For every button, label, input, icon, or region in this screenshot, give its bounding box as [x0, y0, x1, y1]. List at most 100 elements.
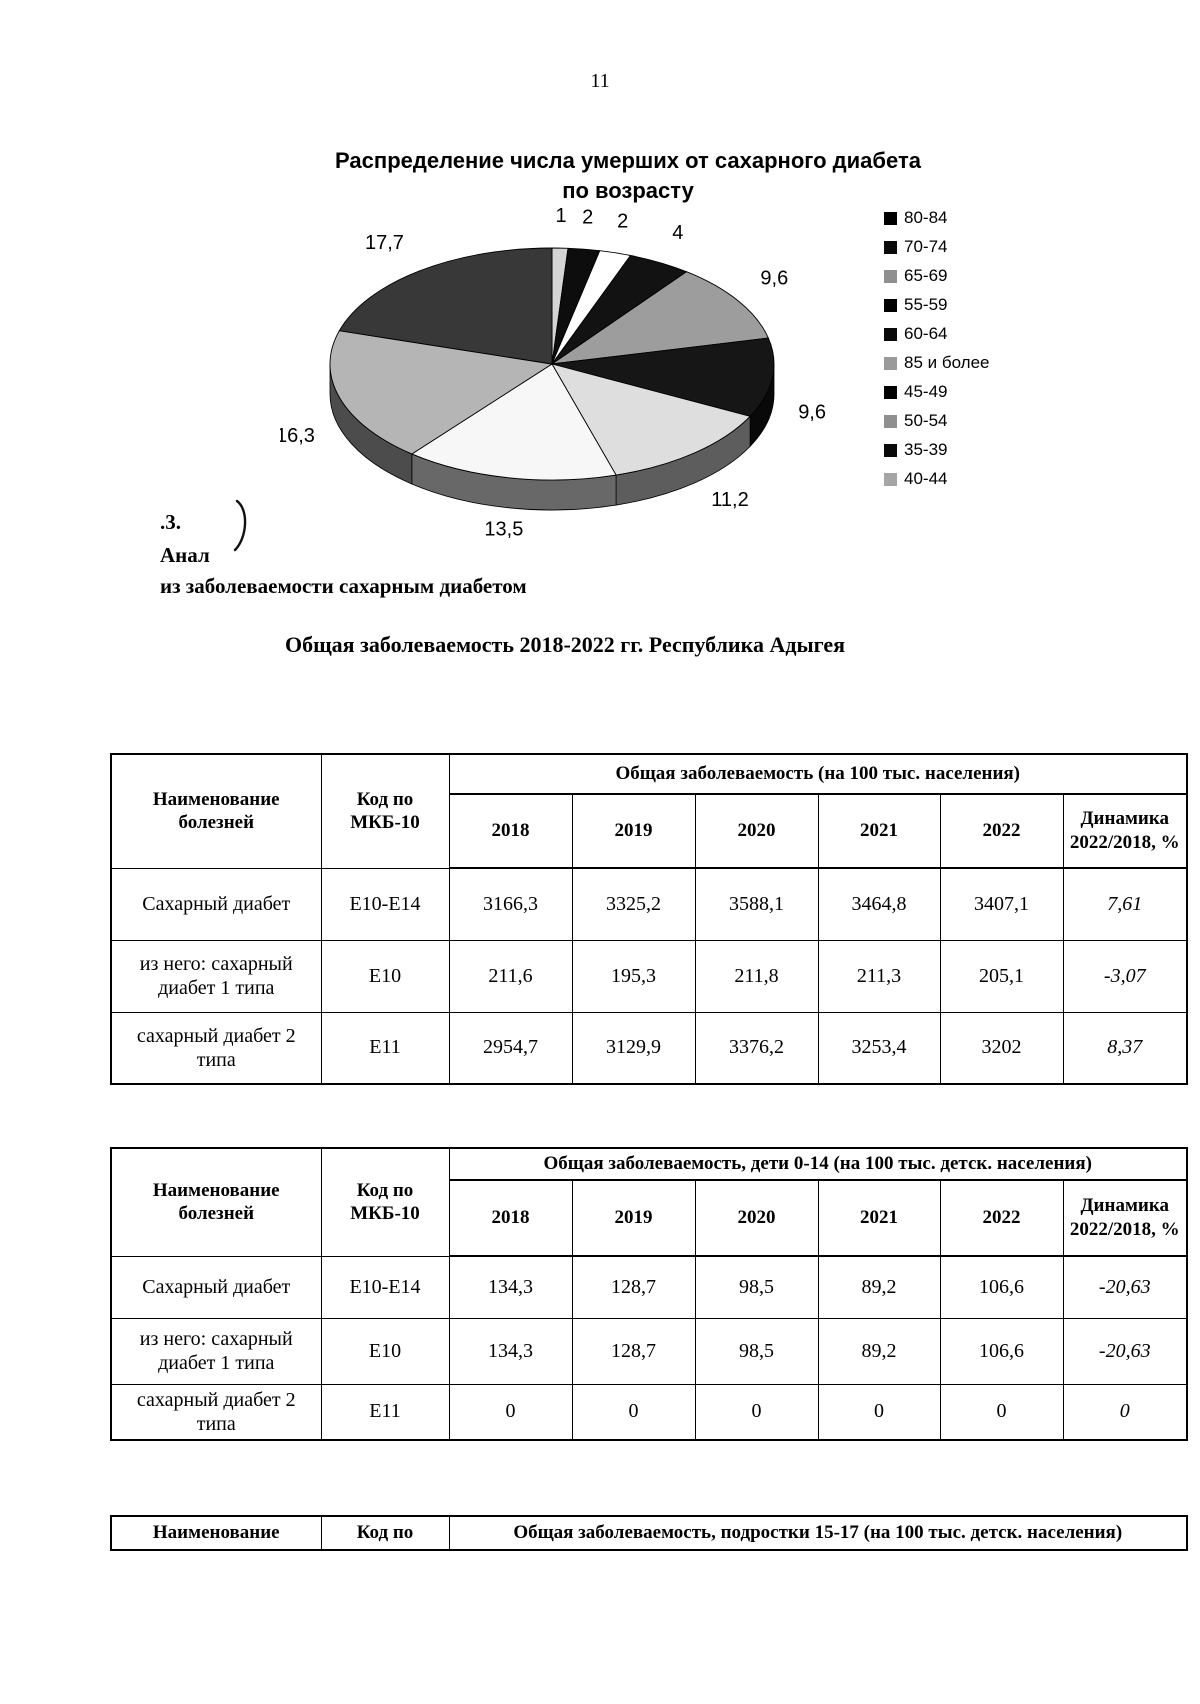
- chart-title: Распределение числа умерших от сахарного…: [335, 148, 921, 173]
- legend-swatch-icon: [884, 269, 897, 283]
- cell-value: 89,2: [817, 1255, 941, 1319]
- cell-value: 128,7: [571, 1317, 696, 1385]
- cell-disease-name: сахарный диабет 2 типа: [110, 1011, 322, 1085]
- cell-value: 211,3: [817, 939, 941, 1013]
- legend-item: 85 и более: [884, 353, 990, 373]
- legend-label: 40-44: [904, 469, 948, 488]
- chart-legend: 80-84 70-74 65-69 55-59 60-64 85 и более 45-49…: [884, 208, 990, 498]
- cell-value: 3407,1: [939, 867, 1064, 941]
- chart-title-block: Распределение числа умерших от сахарного…: [98, 146, 1158, 205]
- legend-item: 65-69: [884, 266, 990, 286]
- section-number: .3.: [160, 510, 181, 534]
- pie-chart: 1 2 249,69,611,213,516,317,7: [276, 205, 826, 540]
- cell-value: 0: [448, 1383, 573, 1441]
- pie-slice: [551, 271, 770, 365]
- section-heading: .3. Анал из заболеваемости сахарным диаб…: [160, 512, 527, 597]
- cell-dynamics: 0: [1062, 1383, 1188, 1441]
- legend-label: 85 и более: [904, 353, 990, 372]
- col-header-name: Наименование: [110, 1515, 322, 1551]
- legend-label: 35-39: [904, 440, 948, 459]
- cell-value: 3376,2: [694, 1011, 819, 1085]
- legend-swatch-icon: [884, 385, 897, 399]
- pie-slice: [551, 337, 775, 417]
- group-header: Общая заболеваемость, подростки 15-17 (н…: [448, 1515, 1188, 1551]
- legend-item: 70-74: [884, 237, 990, 257]
- cell-value: 134,3: [448, 1255, 573, 1319]
- cell-value: 211,8: [694, 939, 819, 1013]
- cell-value: 195,3: [571, 939, 696, 1013]
- cell-value: 98,5: [694, 1255, 819, 1319]
- table-row: сахарный диабет 2 типа Е11 2954,7 3129,9 337…: [110, 1011, 1188, 1085]
- col-header-dynamics: Динамика 2022/2018, %: [1062, 793, 1188, 869]
- cell-value: 3202: [939, 1011, 1064, 1085]
- col-header-year: 2022: [939, 793, 1064, 869]
- cell-disease-name: Сахарный диабет: [110, 1255, 322, 1319]
- col-header-year: 2019: [571, 793, 696, 869]
- table-row: сахарный диабет 2 типа Е11 0 0 0 0 0 0: [110, 1383, 1188, 1441]
- table-teens-fragment: Наименование Код по Общая заболеваемость, …: [110, 1515, 1188, 1551]
- legend-label: 45-49: [904, 382, 948, 401]
- pie-chart-wrap: 1 2 2 4 9,6 9,6 11,2 13,5 16,3 17,7: [276, 196, 840, 573]
- pie-value-label: 2: [582, 206, 593, 228]
- legend-swatch-icon: [884, 356, 897, 370]
- pie-slice: [551, 363, 751, 476]
- pie-value-label: 4: [672, 222, 683, 244]
- cell-icd-code: Е10: [320, 939, 450, 1013]
- cell-icd-code: Е11: [320, 1011, 450, 1085]
- table-row: Сахарный диабет Е10-Е14 134,3 128,7 98,5 89,2…: [110, 1255, 1188, 1319]
- pie-value-label: 9,6: [760, 267, 788, 289]
- legend-label: 65-69: [904, 266, 948, 285]
- legend-item: 40-44: [884, 469, 990, 489]
- cell-value: 2954,7: [448, 1011, 573, 1085]
- chart-subtitle: по возрасту: [562, 177, 694, 203]
- legend-label: 70-74: [904, 237, 948, 256]
- cell-dynamics: 8,37: [1062, 1011, 1188, 1085]
- legend-item: 60-64: [884, 324, 990, 344]
- table-children-container: Наименование болезней Код по МКБ-10 Общая …: [110, 1147, 1188, 1441]
- cell-value: 98,5: [694, 1317, 819, 1385]
- cell-value: 3325,2: [571, 867, 696, 941]
- cell-icd-code: Е11: [320, 1383, 450, 1441]
- col-header-year: 2020: [694, 1179, 819, 1257]
- cell-value: 205,1: [939, 939, 1064, 1013]
- table-teens-fragment-container: Наименование Код по Общая заболеваемость, …: [110, 1515, 1188, 1551]
- col-header-dynamics: Динамика 2022/2018, %: [1062, 1179, 1188, 1257]
- cell-value: 3129,9: [571, 1011, 696, 1085]
- cell-value: 0: [571, 1383, 696, 1441]
- table-row: из него: сахарный диабет 1 типа Е10 134,3 1…: [110, 1317, 1188, 1385]
- cell-value: 211,6: [448, 939, 573, 1013]
- cell-value: 0: [939, 1383, 1064, 1441]
- table-children: Наименование болезней Код по МКБ-10 Общая …: [110, 1147, 1188, 1441]
- cell-disease-name: Сахарный диабет: [110, 867, 322, 941]
- cell-value: 3253,4: [817, 1011, 941, 1085]
- legend-label: 55-59: [904, 295, 948, 314]
- pie-value-label: 17,7: [365, 232, 404, 254]
- cell-value: 106,6: [939, 1317, 1064, 1385]
- cell-icd-code: Е10: [320, 1317, 450, 1385]
- legend-label: 60-64: [904, 324, 948, 343]
- col-header-year: 2018: [448, 793, 573, 869]
- cell-value: 89,2: [817, 1317, 941, 1385]
- pie-slice: [410, 363, 617, 481]
- pie-slice: [338, 247, 553, 365]
- legend-swatch-icon: [884, 240, 897, 254]
- group-header: Общая заболеваемость (на 100 тыс. населе…: [448, 753, 1188, 795]
- cell-value: 106,6: [939, 1255, 1064, 1319]
- table-row: из него: сахарный диабет 1 типа Е10 211,6 1…: [110, 939, 1188, 1013]
- legend-item: 35-39: [884, 440, 990, 460]
- pie-value-label: 13,5: [484, 518, 523, 540]
- col-header-year: 2018: [448, 1179, 573, 1257]
- legend-item: 50-54: [884, 411, 990, 431]
- table-overall-container: Наименование болезней Код по МКБ-10 Общая …: [110, 753, 1188, 1085]
- col-header-year: 2020: [694, 793, 819, 869]
- cell-value: 134,3: [448, 1317, 573, 1385]
- cell-value: 128,7: [571, 1255, 696, 1319]
- table-row: Сахарный диабет Е10-Е14 3166,3 3325,2 3588,1…: [110, 867, 1188, 941]
- legend-swatch-icon: [884, 211, 897, 225]
- cell-dynamics: -20,63: [1062, 1255, 1188, 1319]
- cell-disease-name: из него: сахарный диабет 1 типа: [110, 939, 322, 1013]
- col-header-year: 2021: [817, 793, 941, 869]
- cell-disease-name: из него: сахарный диабет 1 типа: [110, 1317, 322, 1385]
- cell-dynamics: -3,07: [1062, 939, 1188, 1013]
- col-header-name: Наименование болезней: [110, 1147, 322, 1257]
